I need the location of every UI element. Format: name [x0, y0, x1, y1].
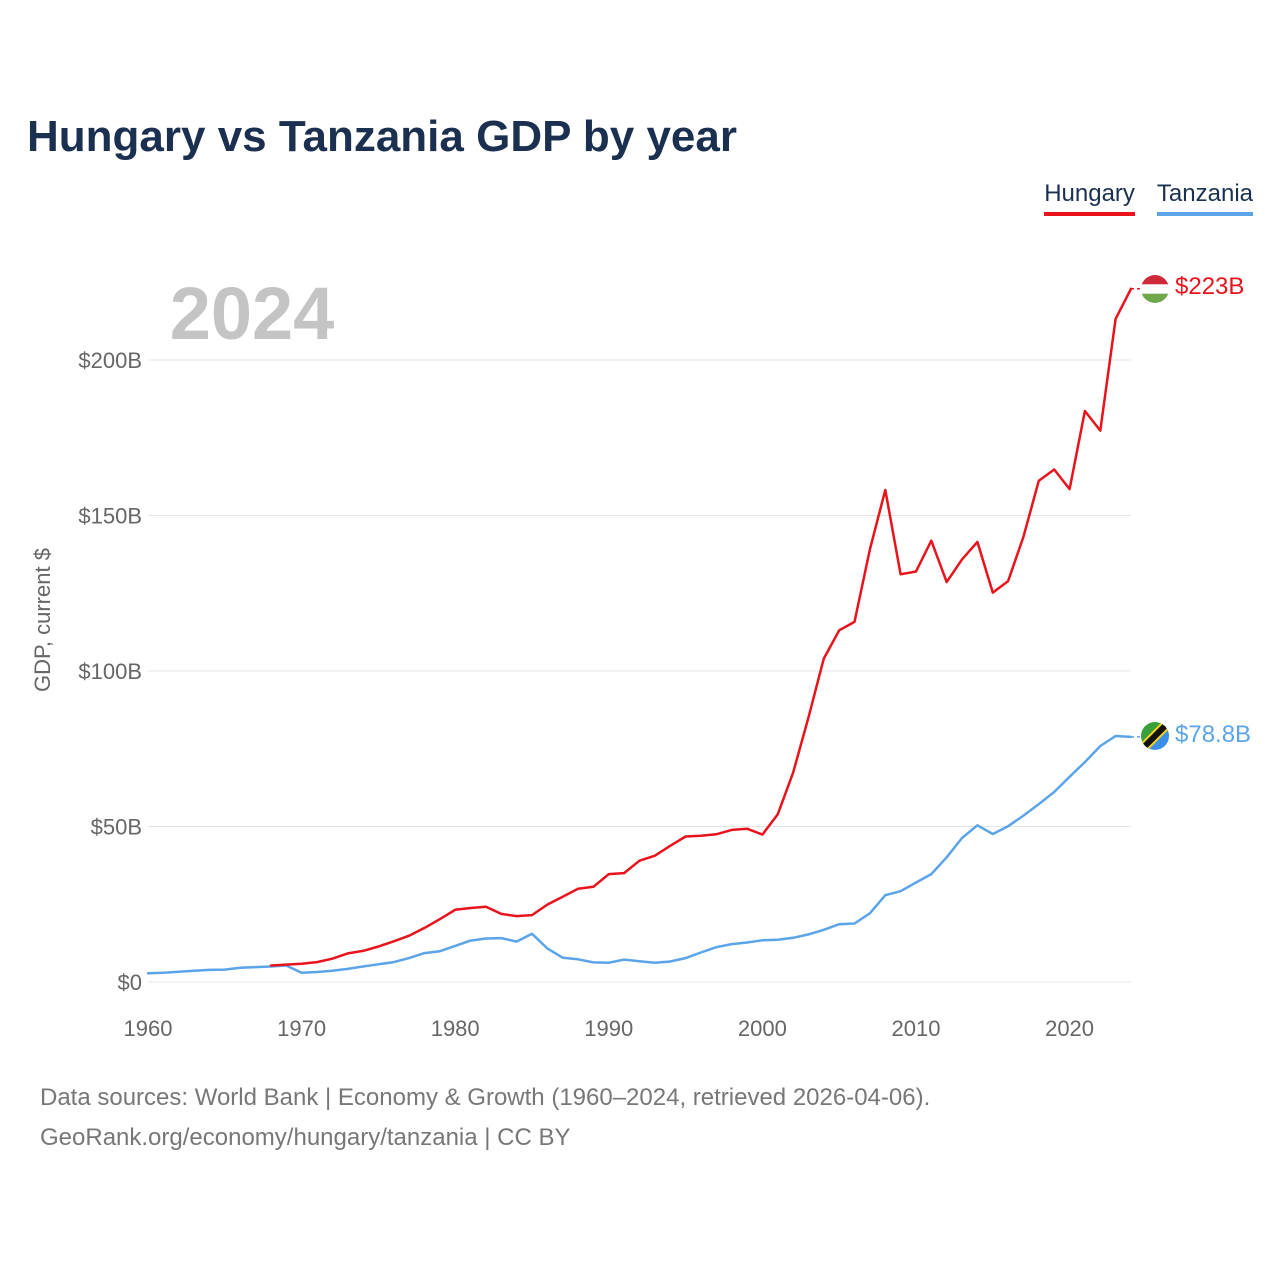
x-tick-label: 1990 — [584, 1016, 633, 1041]
source-line-1: Data sources: World Bank | Economy & Gro… — [40, 1084, 931, 1111]
source-line-2: GeoRank.org/economy/hungary/tanzania | C… — [40, 1124, 571, 1151]
chart-title: Hungary vs Tanzania GDP by year — [27, 112, 737, 161]
x-tick-label: 1970 — [277, 1016, 326, 1041]
x-tick-label: 2000 — [738, 1016, 787, 1041]
tanzania-flag-icon — [1141, 722, 1169, 750]
y-tick-label: $0 — [118, 970, 142, 995]
legend-item-tanzania[interactable]: Tanzania — [1156, 180, 1253, 216]
legend-item-hungary[interactable]: Hungary — [1044, 180, 1135, 216]
y-tick-label: $50B — [91, 815, 142, 840]
y-tick-label: $150B — [78, 504, 142, 529]
y-axis-title: GDP, current $ — [30, 548, 55, 692]
x-tick-label: 1960 — [124, 1016, 173, 1041]
x-tick-label: 2010 — [891, 1016, 940, 1041]
tanzania-end-label: $78.8B — [1175, 721, 1251, 748]
year-watermark: 2024 — [170, 272, 335, 355]
y-tick-label: $200B — [78, 348, 142, 373]
y-tick-label: $100B — [78, 659, 142, 684]
series-line-tanzania — [146, 734, 1133, 975]
hungary-end-label: $223B — [1175, 273, 1244, 300]
series-line-hungary — [269, 287, 1133, 967]
hungary-flag-icon — [1141, 275, 1169, 303]
legend: Hungary Tanzania — [1044, 180, 1253, 216]
x-tick-label: 2020 — [1045, 1016, 1094, 1041]
x-tick-label: 1980 — [431, 1016, 480, 1041]
